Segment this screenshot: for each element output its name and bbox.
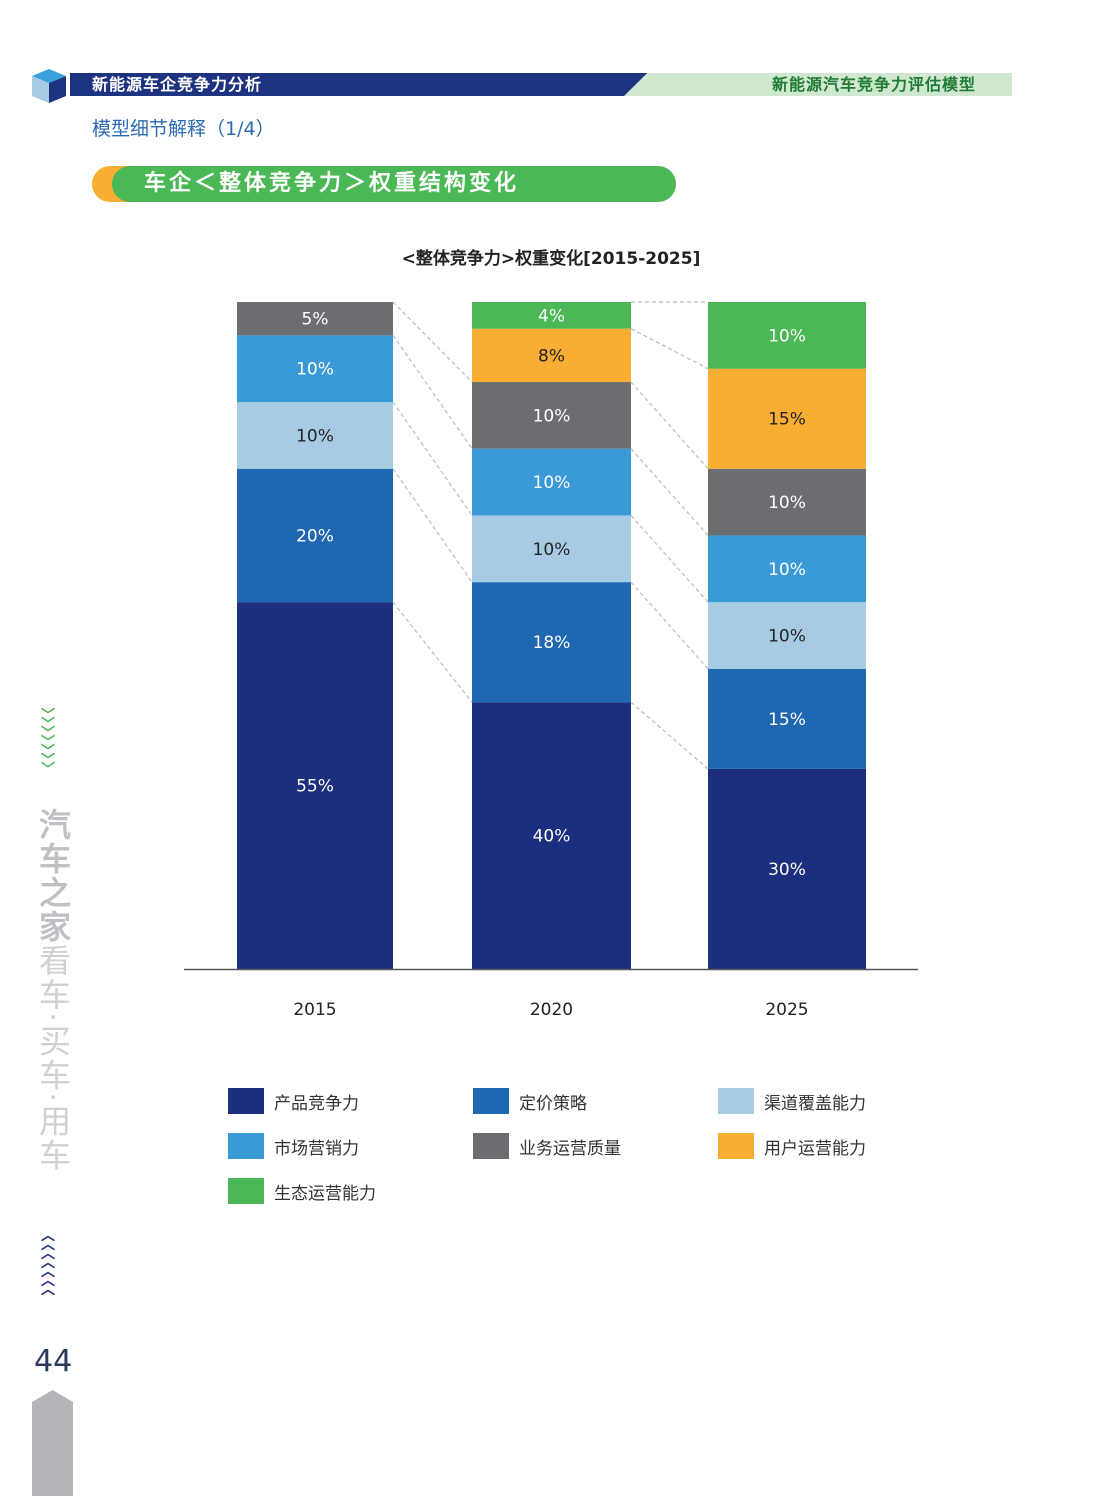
legend-swatch [228,1178,264,1204]
legend-label: 市场营销力 [274,1138,359,1159]
data-label: 20% [296,526,334,546]
bar-segment [472,702,631,969]
connector-line [392,335,473,450]
brand-text: 汽车之家 [34,808,72,944]
legend-item: 生态运营能力 [228,1178,376,1204]
data-label: 10% [768,560,806,580]
section-title: 车企＜整体竞争力＞权重结构变化 [144,171,520,196]
bar-segment [237,302,393,336]
header-model-title: 新能源汽车竞争力评估模型 [624,73,1012,96]
legend-item: 市场营销力 [228,1133,359,1159]
data-label: 10% [296,360,334,380]
bar-segment [237,468,393,603]
bar-segment [472,382,631,449]
bar-segment [708,602,866,669]
bar-segment [472,515,631,583]
legend-label: 产品竞争力 [274,1093,359,1114]
legend-item: 用户运营能力 [718,1133,866,1159]
bar-segment [708,302,866,369]
legend-label: 渠道覆盖能力 [764,1093,866,1114]
data-label: 10% [768,493,806,513]
legend-swatch [228,1088,264,1114]
data-label: 18% [533,633,571,653]
data-label: 15% [768,410,806,430]
bar-segment [708,468,866,536]
legend-item: 业务运营质量 [473,1133,621,1159]
legend-item: 渠道覆盖能力 [718,1088,866,1114]
x-tick-label: 2015 [293,1000,336,1020]
data-label: 10% [768,326,806,346]
section-title-pill: 车企＜整体竞争力＞权重结构变化 [112,166,676,202]
page-tab [32,1390,73,1496]
bar-segment [237,402,393,469]
connector-line [630,381,709,470]
data-label: 8% [538,346,565,366]
page-subtitle: 模型细节解释（1/4） [92,118,275,140]
bar-segment [708,668,866,769]
legend-swatch [473,1133,509,1159]
connector-line [630,515,709,603]
connector-line [392,601,473,703]
data-label: 10% [533,540,571,560]
legend-swatch [718,1088,754,1114]
sidebar-brand: 汽车之家看车·买车·用车 [30,808,76,1172]
data-label: 10% [768,627,806,647]
connector-line [392,401,473,516]
legend-label: 定价策略 [519,1093,587,1114]
data-label: 10% [296,426,334,446]
legend-label: 用户运营能力 [764,1138,866,1159]
header-left-text: 新能源车企竞争力分析 [92,75,263,94]
slogan-text: 看车·买车·用车 [34,944,72,1173]
connector-line [630,581,709,670]
bar-segment [472,302,631,329]
data-label: 10% [533,473,571,493]
x-tick-label: 2025 [765,1000,808,1020]
legend-swatch [228,1133,264,1159]
bar-segment [237,602,393,969]
legend-item: 定价策略 [473,1088,587,1114]
bar-segment [237,335,393,403]
bar-segment [472,328,631,383]
connector-line [630,701,709,770]
data-label: 5% [302,310,329,330]
legend-label: 生态运营能力 [274,1183,376,1204]
chevrons-down-icon: ﹀ ﹀ ﹀ ﹀ ﹀ ﹀ ﹀ [41,708,55,778]
legend-swatch [718,1133,754,1159]
data-label: 4% [538,306,565,326]
stacked-bar-chart: 55% 20% 10% 10% 5% 2015 40% 18% 10% 10% 10% 8% 4% 202… [184,301,918,1020]
data-label: 10% [533,406,571,426]
header-section-title: 新能源车企竞争力分析 [70,73,650,96]
bar-segment [708,535,866,603]
chevrons-up-icon: ︿ ︿ ︿ ︿ ︿ ︿ ︿ [41,1228,55,1298]
cube-logo-icon [32,69,66,103]
header-right-text: 新能源汽车竞争力评估模型 [771,75,976,94]
connector-line [392,301,473,383]
data-label: 15% [768,710,806,730]
bar-segment [708,768,866,969]
legend-item: 产品竞争力 [228,1088,359,1114]
page-number: 44 [34,1344,73,1379]
bar-segment [472,582,631,703]
data-label: 40% [533,827,571,847]
chart-title: <整体竞争力>权重变化[2015-2025] [401,249,701,269]
legend-swatch [473,1088,509,1114]
bar-segment [708,368,866,469]
bar-segment [472,448,631,516]
legend-label: 业务运营质量 [519,1138,621,1159]
x-tick-label: 2020 [530,1000,573,1020]
connector-line [630,448,709,536]
data-label: 30% [768,860,806,880]
data-label: 55% [296,777,334,797]
connector-line [630,328,709,370]
connector-line [392,468,473,583]
